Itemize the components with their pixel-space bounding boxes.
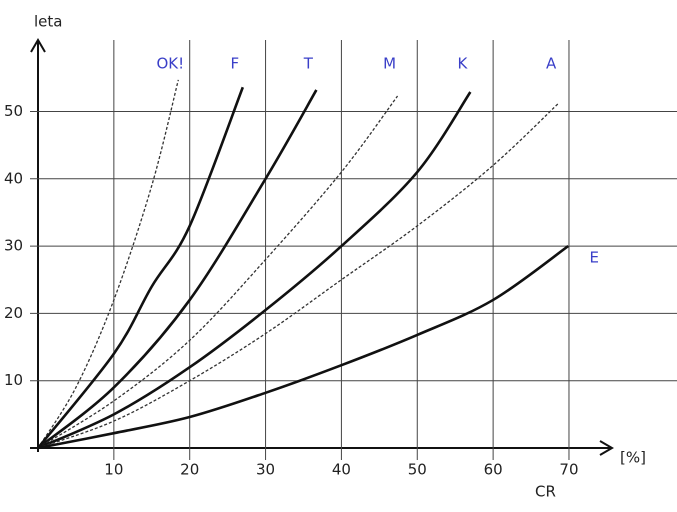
chart: leta [%] CR 10 20 30 40 50 60 70 10 20 30 40 50 OK! F…: [0, 0, 677, 512]
series-label: A: [546, 55, 557, 73]
series-label: F: [230, 55, 239, 73]
series-line: [38, 92, 470, 448]
x-axis-unit: [%]: [620, 449, 646, 467]
x-tick-label: 30: [256, 461, 275, 479]
series-label: OK!: [157, 55, 185, 73]
y-tick-label: 40: [4, 169, 23, 187]
series-label: K: [457, 55, 468, 73]
series-label: T: [303, 55, 314, 73]
y-tick-label: 50: [4, 102, 23, 120]
x-tick-label: 40: [332, 461, 351, 479]
x-axis-label: CR: [535, 483, 556, 501]
x-tick-label: 10: [104, 461, 123, 479]
x-tick-label: 20: [180, 461, 199, 479]
y-tick-label: 20: [4, 304, 23, 322]
x-tick-label: 50: [408, 461, 427, 479]
series-label: E: [589, 249, 598, 267]
page: leta [%] CR 10 20 30 40 50 60 70 10 20 30 40 50 OK! F…: [0, 0, 677, 512]
series-line: [38, 96, 398, 448]
series-line: [38, 103, 559, 448]
y-tick-label: 30: [4, 237, 23, 255]
x-tick-label: 60: [484, 461, 503, 479]
x-tick-label: 70: [559, 461, 578, 479]
y-axis-label: leta: [34, 13, 62, 31]
series-label: M: [383, 55, 396, 73]
y-tick-label: 10: [4, 371, 23, 389]
series-line: [38, 90, 316, 448]
